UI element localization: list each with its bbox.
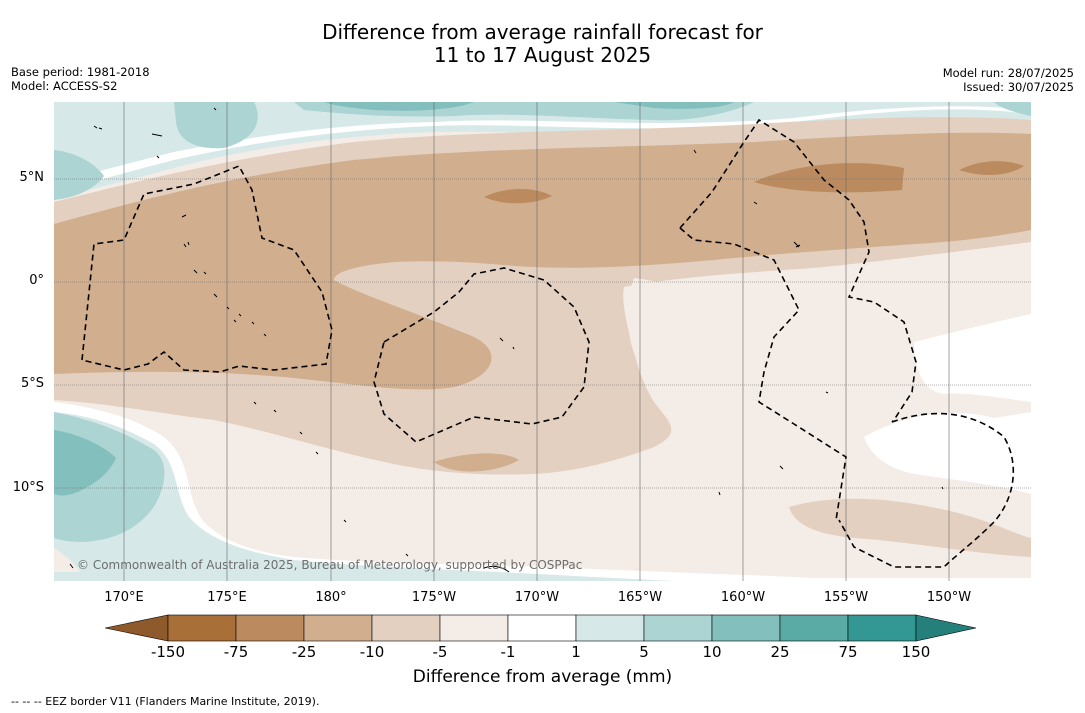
title-line-2: 11 to 17 August 2025 xyxy=(433,43,652,67)
colorbar-segment xyxy=(711,614,781,642)
lon-label-175w: 175°W xyxy=(411,590,457,605)
issued-date: Issued: 30/07/2025 xyxy=(963,80,1074,94)
base-period: Base period: 1981-2018 xyxy=(11,65,150,79)
base-info: Base period: 1981-2018 Model: ACCESS-S2 xyxy=(11,65,150,93)
colorbar-segment xyxy=(235,614,305,642)
colorbar-segment xyxy=(575,614,645,642)
map-title: Difference from average rainfall forecas… xyxy=(0,21,1085,67)
eez-footnote: -- -- -- EEZ border V11 (Flanders Marine… xyxy=(11,695,320,708)
cb-tick-1: 1 xyxy=(571,643,581,661)
rainfall-map xyxy=(54,102,1031,581)
colorbar xyxy=(105,614,977,642)
copyright-notice: © Commonwealth of Australia 2025, Bureau… xyxy=(77,558,583,572)
cb-tick-neg25: -25 xyxy=(291,643,317,661)
lon-label-175e: 175°E xyxy=(207,590,247,605)
cb-tick-10: 10 xyxy=(702,643,722,661)
colorbar-over-arrow xyxy=(915,614,977,642)
cb-tick-neg150: -150 xyxy=(150,643,186,661)
title-line-1: Difference from average rainfall forecas… xyxy=(322,20,763,44)
lon-label-165w: 165°W xyxy=(617,590,663,605)
colorbar-segment xyxy=(303,614,373,642)
lat-label-5s: 5°S xyxy=(20,376,44,391)
cb-tick-75: 75 xyxy=(838,643,858,661)
cb-tick-5: 5 xyxy=(639,643,649,661)
colorbar-segment xyxy=(371,614,441,642)
model-name: Model: ACCESS-S2 xyxy=(11,79,118,93)
graticule xyxy=(54,102,1031,581)
islands xyxy=(69,107,944,573)
cb-tick-neg10: -10 xyxy=(359,643,385,661)
lon-label-155w: 155°W xyxy=(823,590,869,605)
cb-tick-neg75: -75 xyxy=(223,643,249,661)
colorbar-segment xyxy=(507,614,577,642)
colorbar-segment xyxy=(643,614,713,642)
colorbar-segment xyxy=(439,614,509,642)
lat-label-0: 0° xyxy=(29,273,44,288)
rainfall-anomaly-field xyxy=(54,102,1031,581)
colorbar-segment xyxy=(847,614,917,642)
cb-tick-neg5: -5 xyxy=(432,643,448,661)
lat-label-5n: 5°N xyxy=(19,170,45,185)
colorbar-title: Difference from average (mm) xyxy=(412,667,673,687)
colorbar-segment xyxy=(779,614,849,642)
lon-label-180: 180° xyxy=(315,590,347,605)
model-run-date: Model run: 28/07/2025 xyxy=(942,66,1074,80)
lon-label-170e: 170°E xyxy=(104,590,144,605)
lon-label-170w: 170°W xyxy=(514,590,560,605)
colorbar-segment xyxy=(167,614,237,642)
cb-tick-25: 25 xyxy=(770,643,790,661)
lon-label-160w: 160°W xyxy=(720,590,766,605)
lon-label-150w: 150°W xyxy=(926,590,972,605)
cb-tick-neg1: -1 xyxy=(500,643,516,661)
lat-label-10s: 10°S xyxy=(12,480,44,495)
run-info: Model run: 28/07/2025 Issued: 30/07/2025 xyxy=(943,66,1074,94)
eez-borders xyxy=(81,118,1015,568)
colorbar-under-arrow xyxy=(105,614,169,642)
cb-tick-150: 150 xyxy=(901,643,931,661)
